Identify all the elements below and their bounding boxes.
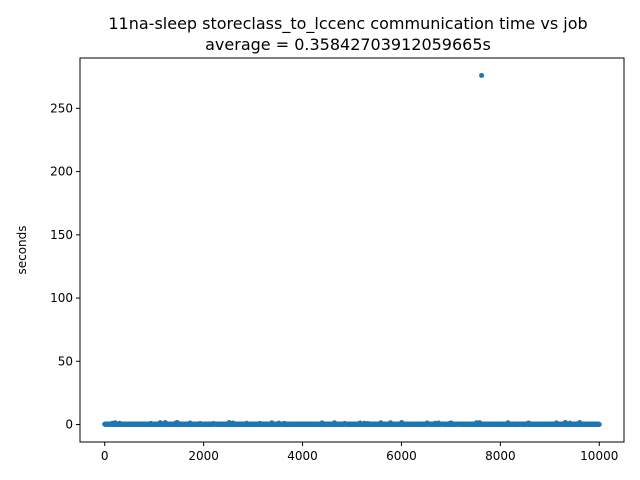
x-tick-label: 6000 [386, 449, 417, 463]
x-tick-label: 10000 [580, 449, 618, 463]
x-tick-label: 0 [101, 449, 109, 463]
y-axis: 0 50 100 150 200 250 [50, 101, 80, 432]
x-tick-label: 2000 [188, 449, 219, 463]
chart-title-line-2: average = 0.35842703912059665s [205, 35, 491, 54]
x-axis: 0 2000 4000 6000 8000 10000 [101, 442, 618, 463]
data-points [102, 72, 602, 427]
y-tick-label: 150 [50, 228, 73, 242]
outlier-point [479, 72, 485, 78]
plot-frame [79, 57, 625, 443]
x-tick-label: 4000 [287, 449, 318, 463]
chart-title-line-1: 11na-sleep storeclass_to_lccenc communic… [108, 14, 587, 34]
y-tick-label: 50 [58, 354, 73, 368]
y-tick-label: 0 [65, 418, 73, 432]
y-tick-label: 100 [50, 291, 73, 305]
x-tick-label: 8000 [485, 449, 516, 463]
data-point [596, 421, 602, 427]
y-tick-label: 250 [50, 101, 73, 115]
y-tick-label: 200 [50, 165, 73, 179]
y-axis-label: seconds [15, 225, 29, 274]
